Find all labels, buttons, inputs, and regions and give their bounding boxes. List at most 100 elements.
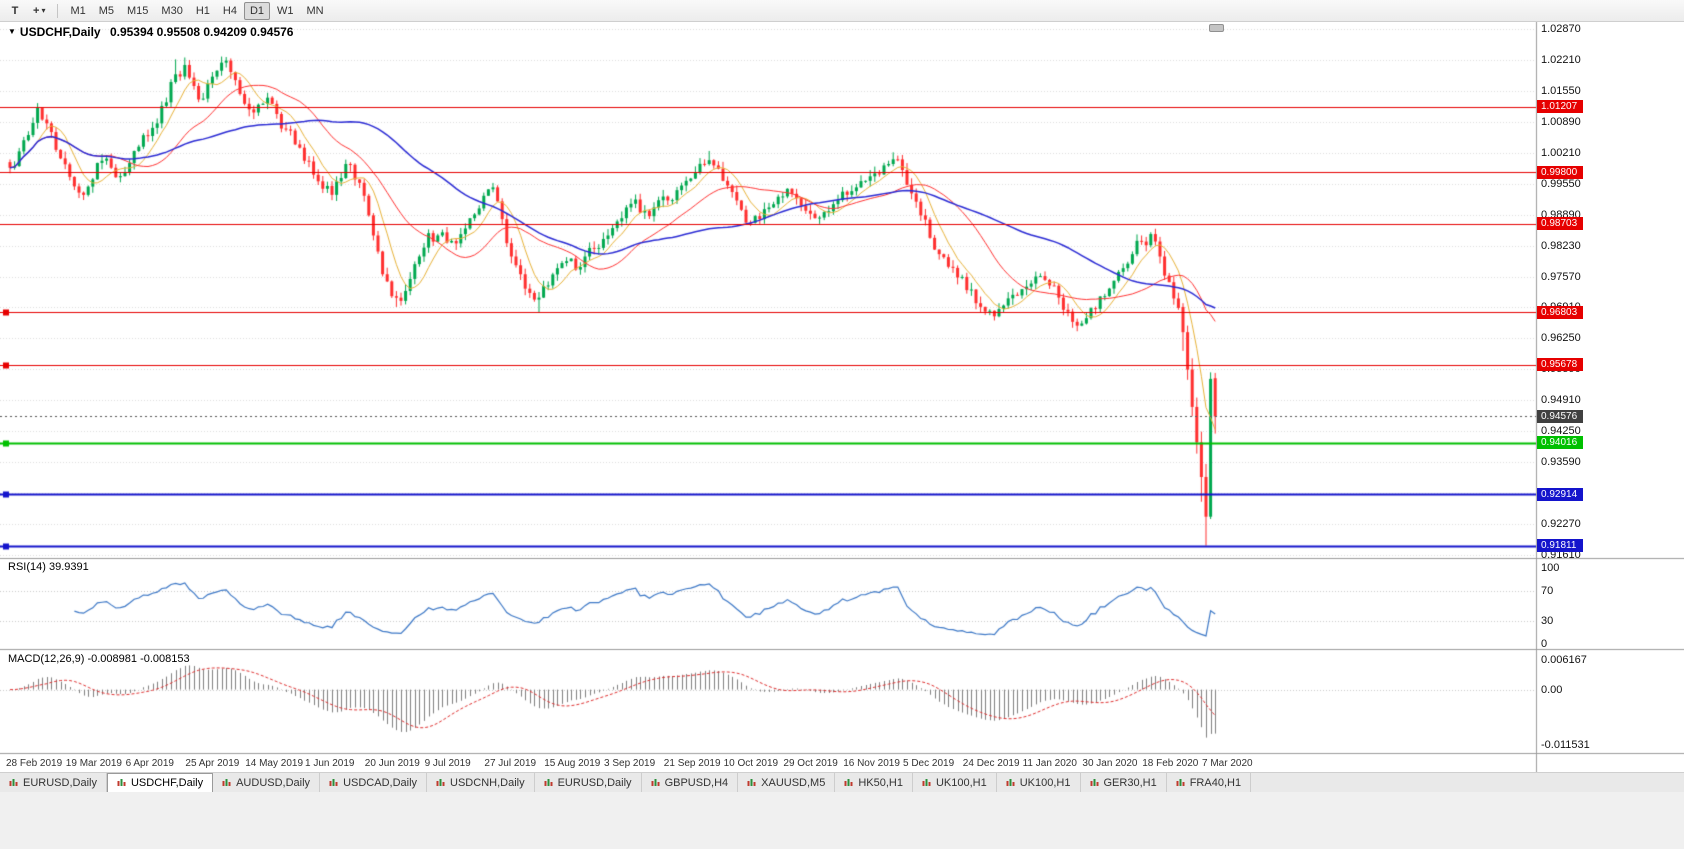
date-axis-label: 21 Sep 2019 (663, 758, 721, 769)
tab-chart-icon (1006, 778, 1015, 786)
chart-tab-0-eurusd-daily[interactable]: EURUSD,Daily (0, 773, 107, 792)
date-axis-label: 30 Jan 2020 (1082, 758, 1138, 769)
tab-label: EURUSD,Daily (557, 776, 632, 789)
date-axis-label: 11 Jan 2020 (1022, 758, 1077, 769)
date-axis-label: 6 Apr 2019 (125, 758, 174, 769)
date-axis-label: 19 Mar 2019 (65, 758, 122, 769)
chart-tab-12-fra40-h1[interactable]: FRA40,H1 (1166, 773, 1252, 792)
dropdown-caret-icon: ▾ (41, 6, 46, 15)
macd-scale-label: 0.00 (1541, 683, 1563, 696)
chart-tab-4-usdcnh-daily[interactable]: USDCNH,Daily (427, 773, 535, 792)
date-axis-label: 18 Feb 2020 (1142, 758, 1199, 769)
rsi-scale-label: 70 (1541, 584, 1554, 597)
tab-label: UK100,H1 (1019, 776, 1071, 789)
chart-window: ▼ USDCHF,Daily 0.95394 0.95508 0.94209 0.… (0, 22, 1684, 772)
hline-price-badge: 0.91811 (1537, 539, 1583, 553)
chart-tab-11-ger30-h1[interactable]: GER30,H1 (1080, 773, 1167, 792)
date-axis-label: 15 Aug 2019 (544, 758, 601, 769)
tab-label: UK100,H1 (935, 776, 987, 789)
timeframe-button-m5[interactable]: M5 (98, 4, 115, 17)
hline-price-badge: 0.98703 (1537, 217, 1583, 231)
tab-chart-icon (222, 778, 231, 786)
timeframe-button-m30[interactable]: M30 (161, 4, 183, 17)
price-axis-label: 1.01550 (1541, 84, 1581, 97)
date-axis-label: 20 Jun 2019 (364, 758, 420, 769)
chart-tab-1-usdchf-daily[interactable]: USDCHF,Daily (106, 773, 214, 792)
chart-tab-2-audusd-daily[interactable]: AUDUSD,Daily (213, 773, 321, 792)
chart-shift-marker[interactable] (1209, 24, 1224, 32)
tab-chart-icon (117, 779, 126, 786)
tab-label: USDCHF,Daily (130, 777, 204, 789)
tab-label: USDCNH,Daily (450, 776, 525, 789)
chart-tabs-bar: EURUSD,Daily USDCHF,Daily AUDUSD,Daily USDC… (0, 772, 1684, 792)
date-axis-label: 3 Sep 2019 (604, 758, 656, 769)
price-axis-label: 0.94250 (1541, 425, 1581, 438)
price-axis-label: 0.96250 (1541, 332, 1581, 345)
chart-title: ▼ USDCHF,Daily 0.95394 0.95508 0.94209 0.… (8, 25, 293, 39)
tab-label: GER30,H1 (1103, 776, 1157, 789)
hline-price-badge: 0.99800 (1537, 165, 1583, 179)
tab-chart-icon (436, 778, 445, 786)
timeframe-button-h1[interactable]: H1 (195, 4, 210, 17)
chart-tab-7-xauusd-m5[interactable]: XAUUSD,M5 (738, 773, 836, 792)
tab-chart-icon (651, 778, 660, 786)
price-axis-label: 1.00890 (1541, 115, 1581, 128)
tab-label: AUDUSD,Daily (236, 776, 311, 789)
date-axis-label: 10 Oct 2019 (723, 758, 779, 769)
macd-indicator-label: MACD(12,26,9) -0.008981 -0.008153 (8, 653, 190, 665)
chart-tab-6-gbpusd-h4[interactable]: GBPUSD,H4 (641, 773, 739, 792)
tab-chart-icon (1090, 778, 1098, 786)
price-axis-label: 0.92270 (1541, 518, 1581, 531)
timeframe-button-m1[interactable]: M1 (70, 4, 86, 17)
date-axis-label: 28 Feb 2019 (6, 758, 63, 769)
text-tool-button[interactable]: T (4, 2, 26, 20)
tab-label: GBPUSD,H4 (664, 776, 729, 789)
chart-menu-icon: ▼ (8, 27, 16, 36)
tab-chart-icon (922, 778, 931, 786)
tab-label: XAUUSD,M5 (761, 776, 826, 789)
hline-price-badge: 0.96803 (1537, 305, 1583, 319)
price-axis-label: 0.97570 (1541, 270, 1581, 283)
tab-chart-icon (1176, 778, 1185, 786)
hline-price-badge: 0.95678 (1537, 358, 1583, 372)
date-axis-label: 27 Jul 2019 (484, 758, 537, 769)
chart-tab-8-hk50-h1[interactable]: HK50,H1 (835, 773, 913, 792)
tab-chart-icon (544, 778, 553, 786)
price-axis-label: 1.00210 (1541, 146, 1581, 159)
chart-ohlc-values: 0.95394 0.95508 0.94209 0.94576 (109, 25, 294, 39)
tab-chart-icon (329, 778, 338, 786)
text-tool-icon: T (11, 4, 19, 17)
macd-scale-label: 0.006167 (1541, 654, 1587, 666)
date-axis-label: 16 Nov 2019 (843, 758, 900, 769)
chart-tab-10-uk100-h1[interactable]: UK100,H1 (996, 773, 1081, 792)
chart-symbol-timeframe: USDCHF,Daily (19, 25, 101, 39)
top-toolbar: T + ▾ M1 M5 M15 M30 H1 H4 D1 W1 MN (0, 0, 1684, 22)
toolbar-separator (57, 3, 59, 18)
price-axis-label: 0.99550 (1541, 177, 1581, 190)
date-axis-label: 9 Jul 2019 (424, 758, 471, 769)
price-chart-canvas[interactable] (0, 22, 1684, 772)
chart-tab-5-eurusd-daily[interactable]: EURUSD,Daily (534, 773, 642, 792)
timeframe-button-h4[interactable]: H4 (222, 4, 237, 17)
date-axis-label: 24 Dec 2019 (962, 758, 1020, 769)
chart-tab-3-usdcad-daily[interactable]: USDCAD,Daily (320, 773, 428, 792)
hline-price-badge: 1.01207 (1537, 100, 1583, 114)
current-price-badge: 0.94576 (1537, 409, 1583, 423)
timeframe-button-w1[interactable]: W1 (277, 4, 294, 17)
date-axis-label: 5 Dec 2019 (903, 758, 955, 769)
rsi-scale-label: 100 (1541, 562, 1560, 574)
tab-chart-icon (9, 778, 18, 786)
window-bottom-filler (0, 792, 1684, 849)
hline-price-badge: 0.94016 (1537, 436, 1583, 450)
macd-scale-label: -0.011531 (1541, 739, 1590, 751)
crosshair-tool-button[interactable]: + ▾ (27, 2, 51, 20)
timeframe-button-mn[interactable]: MN (306, 4, 324, 17)
rsi-indicator-label: RSI(14) 39.9391 (8, 561, 89, 573)
date-axis-label: 1 Jun 2019 (305, 758, 355, 769)
chart-tab-9-uk100-h1[interactable]: UK100,H1 (912, 773, 997, 792)
timeframe-button-d1[interactable]: D1 (243, 1, 271, 20)
date-axis-label: 7 Mar 2020 (1202, 758, 1253, 769)
tab-label: HK50,H1 (858, 776, 903, 789)
date-axis-label: 25 Apr 2019 (185, 758, 240, 769)
timeframe-button-m15[interactable]: M15 (127, 4, 149, 17)
